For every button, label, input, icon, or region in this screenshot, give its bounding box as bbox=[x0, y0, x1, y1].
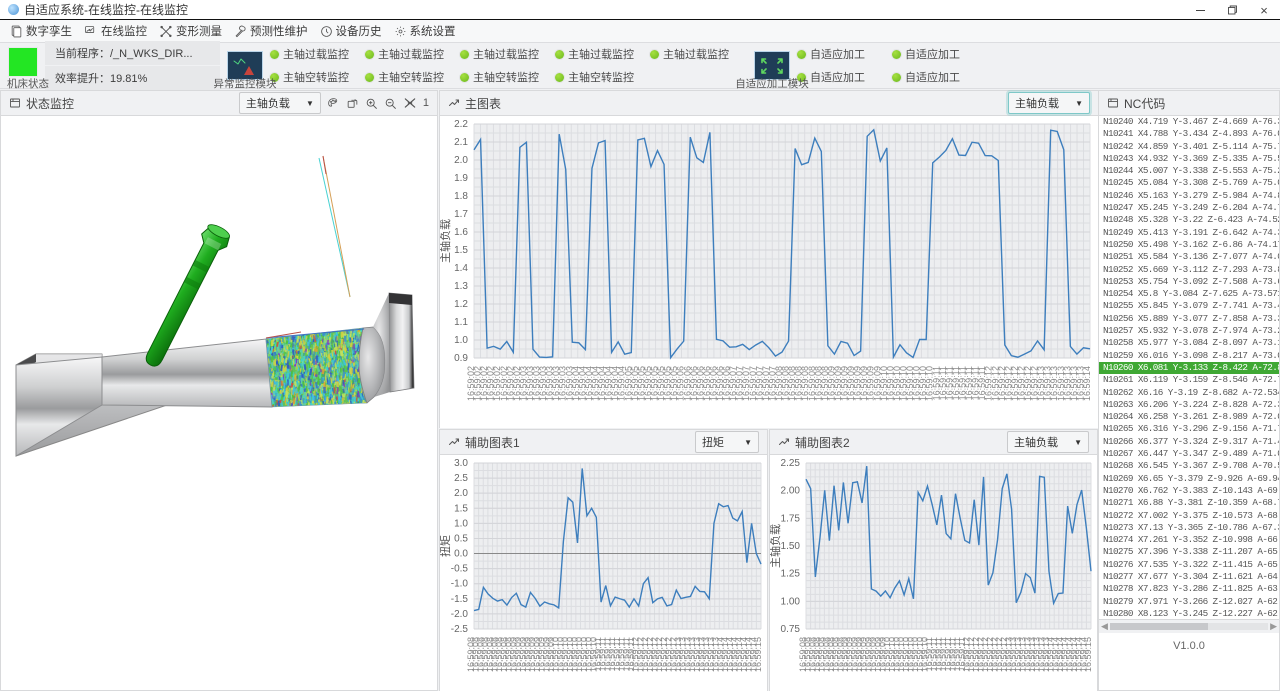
svg-text:2.00: 2.00 bbox=[781, 486, 801, 497]
svg-text:-2.5: -2.5 bbox=[451, 624, 469, 635]
svg-text:2.25: 2.25 bbox=[781, 458, 801, 469]
svg-text:-0.5: -0.5 bbox=[451, 564, 469, 575]
svg-text:0.5: 0.5 bbox=[454, 533, 468, 544]
svg-text:16:59:15: 16:59:15 bbox=[753, 637, 763, 672]
svg-text:2.0: 2.0 bbox=[454, 488, 468, 499]
svg-text:1.0: 1.0 bbox=[454, 518, 468, 529]
svg-text:1.4: 1.4 bbox=[454, 263, 468, 274]
svg-text:1.1: 1.1 bbox=[454, 317, 468, 328]
svg-text:1.7: 1.7 bbox=[454, 209, 468, 220]
svg-text:-2.0: -2.0 bbox=[451, 609, 469, 620]
svg-text:主轴负载: 主轴负载 bbox=[770, 524, 782, 568]
svg-text:16:59:15: 16:59:15 bbox=[1083, 637, 1093, 672]
svg-text:2.0: 2.0 bbox=[454, 155, 468, 166]
svg-text:1.3: 1.3 bbox=[454, 281, 468, 292]
svg-text:2.1: 2.1 bbox=[454, 137, 468, 148]
svg-text:1.9: 1.9 bbox=[454, 173, 468, 184]
svg-text:-1.5: -1.5 bbox=[451, 594, 469, 605]
svg-text:1.5: 1.5 bbox=[454, 503, 468, 514]
svg-text:1.75: 1.75 bbox=[781, 513, 801, 524]
svg-text:1.5: 1.5 bbox=[454, 245, 468, 256]
svg-text:扭矩: 扭矩 bbox=[440, 535, 452, 557]
svg-text:1.0: 1.0 bbox=[454, 335, 468, 346]
svg-text:16:59:14: 16:59:14 bbox=[1082, 366, 1092, 401]
svg-text:1.50: 1.50 bbox=[781, 541, 801, 552]
svg-text:0.75: 0.75 bbox=[781, 624, 801, 635]
svg-text:0.9: 0.9 bbox=[454, 353, 468, 364]
svg-text:2.5: 2.5 bbox=[454, 473, 468, 484]
svg-text:1.00: 1.00 bbox=[781, 596, 801, 607]
svg-text:1.2: 1.2 bbox=[454, 299, 468, 310]
svg-text:1.8: 1.8 bbox=[454, 191, 468, 202]
svg-text:主轴负载: 主轴负载 bbox=[440, 219, 452, 263]
svg-text:1.25: 1.25 bbox=[781, 569, 801, 580]
svg-text:2.2: 2.2 bbox=[454, 119, 468, 130]
svg-text:-1.0: -1.0 bbox=[451, 579, 469, 590]
svg-text:0.0: 0.0 bbox=[454, 549, 468, 560]
svg-text:1.6: 1.6 bbox=[454, 227, 468, 238]
svg-text:3.0: 3.0 bbox=[454, 458, 468, 469]
